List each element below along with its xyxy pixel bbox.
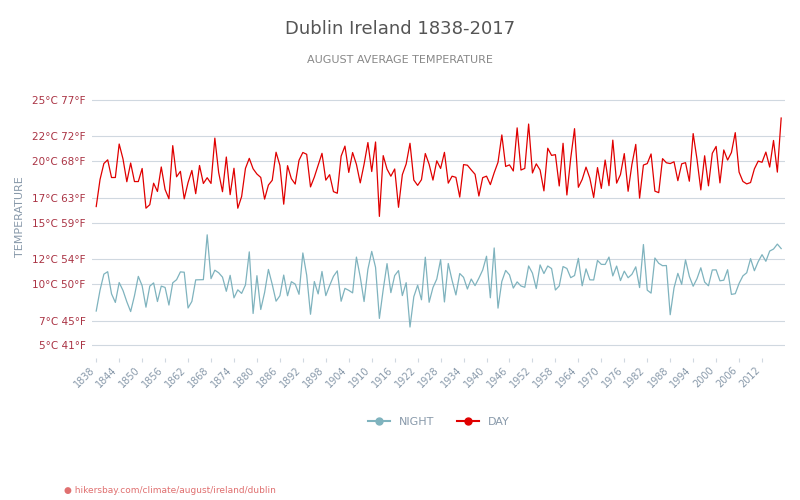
Text: Dublin Ireland 1838-2017: Dublin Ireland 1838-2017 <box>285 20 515 38</box>
Y-axis label: TEMPERATURE: TEMPERATURE <box>15 176 25 257</box>
Text: ● hikersbay.com/climate/august/ireland/dublin: ● hikersbay.com/climate/august/ireland/d… <box>64 486 276 495</box>
Text: AUGUST AVERAGE TEMPERATURE: AUGUST AVERAGE TEMPERATURE <box>307 55 493 65</box>
Legend: NIGHT, DAY: NIGHT, DAY <box>363 412 514 432</box>
